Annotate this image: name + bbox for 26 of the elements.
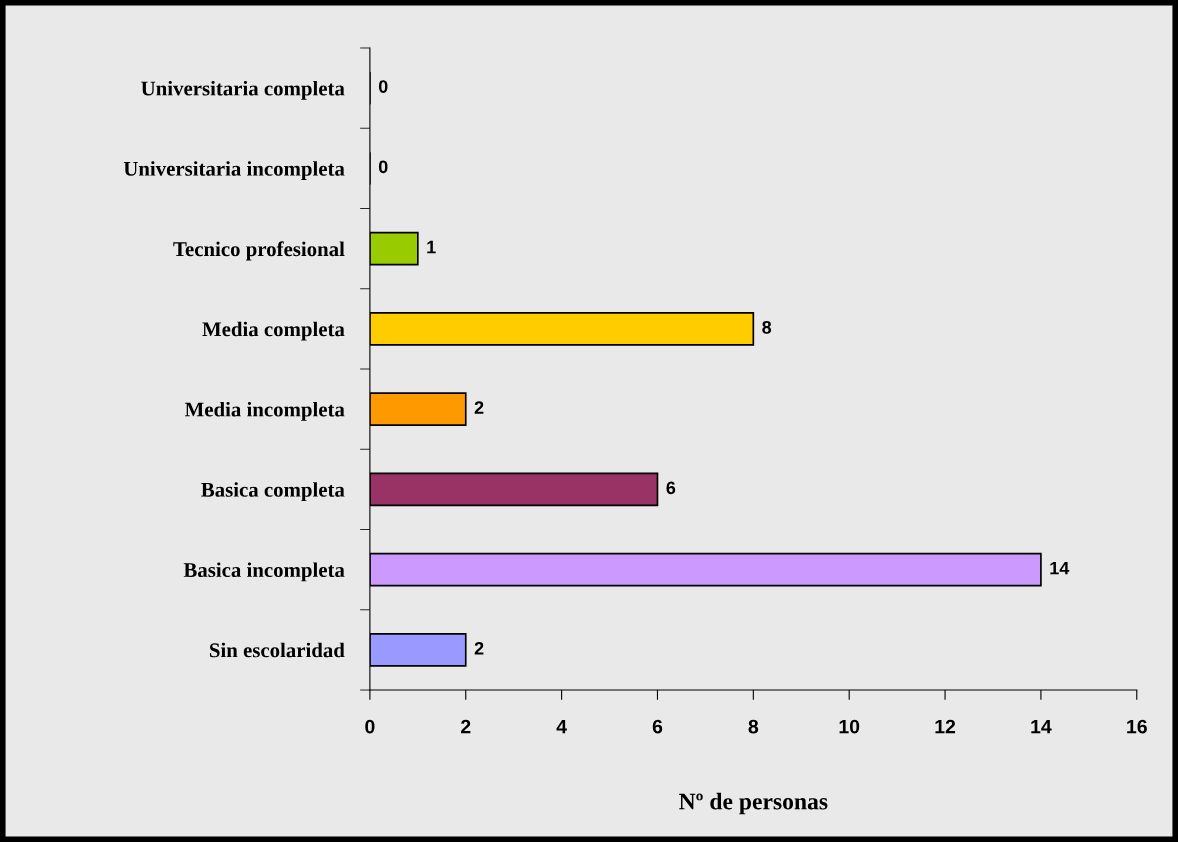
data-label: 8 <box>762 320 772 334</box>
x-axis-title: Nº de personas <box>679 792 828 815</box>
data-label: 14 <box>1050 561 1070 575</box>
data-label: 0 <box>378 160 388 174</box>
x-tick-label: 6 <box>652 719 663 734</box>
x-tick-label: 14 <box>1031 719 1052 734</box>
x-tick-label: 12 <box>935 719 956 734</box>
x-tick-label: 4 <box>556 719 567 734</box>
x-tick-label: 0 <box>365 719 375 734</box>
x-tick-label: 8 <box>748 719 759 734</box>
y-tick-label: Sin escolaridad <box>209 642 345 658</box>
data-label: 1 <box>427 240 436 254</box>
x-tick-label: 2 <box>461 719 471 734</box>
y-tick-label: Basica completa <box>201 482 345 502</box>
y-tick-label: Universitaria completa <box>141 80 345 100</box>
data-label: 2 <box>474 401 484 414</box>
x-tick-label: 10 <box>839 719 860 734</box>
y-tick-label: Basica incompleta <box>183 562 345 582</box>
y-tick-label: Media completa <box>202 321 345 341</box>
y-tick-label: Tecnico profesional <box>173 241 345 261</box>
x-tick-label: 16 <box>1127 719 1147 734</box>
data-label: 0 <box>378 80 388 93</box>
data-label: 2 <box>474 641 484 655</box>
y-tick-label: Universitaria incompleta <box>123 161 345 181</box>
y-tick-label: Media incompleta <box>184 401 345 421</box>
data-label: 6 <box>666 481 676 495</box>
